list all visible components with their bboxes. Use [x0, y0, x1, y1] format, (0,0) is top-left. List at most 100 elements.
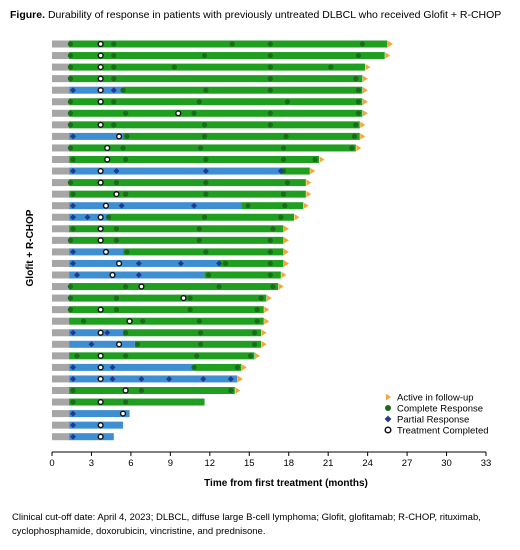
complete-response-marker — [355, 99, 362, 105]
complete-response-marker — [124, 133, 130, 139]
complete-response-marker — [113, 180, 120, 186]
partial-response-marker — [384, 415, 392, 423]
legend-item-active: Active in follow-up — [386, 393, 474, 404]
partial-response-marker — [177, 260, 184, 267]
treatment-completed-marker — [97, 98, 104, 105]
partial-response-marker — [118, 202, 125, 209]
response-bar-blue — [69, 132, 124, 140]
active-followup-marker — [362, 110, 368, 117]
partial-response-marker — [70, 214, 77, 221]
complete-response-marker — [123, 191, 129, 197]
treatment-completed-marker — [138, 283, 145, 290]
complete-response-marker — [267, 64, 273, 70]
complete-response-marker — [251, 330, 258, 336]
response-bar-blue — [69, 340, 135, 348]
response-bar-green — [108, 213, 294, 221]
x-tick-label: 0 — [49, 458, 54, 469]
complete-response-marker — [67, 76, 74, 82]
response-bar-green — [69, 398, 205, 406]
response-bar-green — [194, 363, 242, 371]
active-followup-marker — [356, 144, 362, 152]
complete-response-marker — [349, 145, 355, 151]
complete-response-marker — [280, 145, 287, 151]
response-bar-gray — [52, 225, 70, 233]
complete-response-marker — [138, 387, 145, 394]
legend-label: Treatment Completed — [397, 426, 489, 437]
active-followup-marker — [283, 237, 289, 244]
treatment-completed-marker — [115, 260, 123, 267]
complete-response-marker — [198, 145, 204, 151]
active-followup-marker — [264, 306, 270, 313]
complete-response-marker — [228, 387, 234, 394]
treatment-completed-marker — [97, 398, 104, 406]
complete-response-marker — [201, 122, 208, 128]
active-followup-marker — [241, 364, 247, 371]
legend-item-cr: Complete Response — [385, 404, 483, 415]
complete-response-marker — [198, 341, 204, 347]
figure-label: Figure. — [10, 9, 46, 21]
partial-response-marker — [70, 375, 77, 382]
response-bar-green — [69, 387, 235, 394]
treatment-completed-marker — [97, 75, 104, 82]
treatment-completed-marker — [97, 375, 104, 383]
partial-response-marker — [104, 329, 111, 336]
partial-response-marker — [200, 375, 207, 382]
complete-response-marker — [196, 99, 202, 105]
response-bar-green — [69, 225, 284, 233]
response-bar-gray — [52, 202, 70, 210]
active-followup-marker — [235, 387, 241, 394]
complete-response-marker — [123, 399, 129, 405]
response-bar-green — [123, 132, 360, 140]
response-bar-green — [69, 63, 366, 71]
complete-response-marker — [70, 156, 76, 163]
treatment-completed-marker — [175, 110, 182, 117]
response-bar-gray — [52, 190, 70, 198]
complete-response-marker — [67, 52, 74, 59]
complete-response-marker — [282, 203, 288, 209]
complete-response-marker — [267, 237, 273, 243]
complete-response-marker — [267, 249, 273, 255]
partial-response-marker — [109, 364, 116, 371]
treatment-completed-marker — [97, 63, 104, 71]
treatment-completed-marker — [109, 271, 116, 279]
x-axis-label: Time from first treatment (months) — [204, 478, 368, 489]
response-bar-blue — [69, 202, 242, 210]
complete-response-marker — [351, 133, 358, 139]
active-followup-marker — [386, 393, 391, 401]
complete-response-marker — [196, 237, 202, 243]
complete-response-marker — [267, 260, 273, 267]
response-bar-gray — [52, 98, 70, 106]
legend-tc-icon — [384, 426, 392, 434]
legend-label: Partial Response — [397, 415, 469, 426]
complete-response-marker — [203, 249, 209, 255]
complete-response-marker — [171, 64, 177, 70]
response-bar-gray — [52, 144, 70, 152]
complete-response-marker — [111, 76, 117, 82]
response-bar-green — [134, 340, 262, 348]
treatment-completed-marker — [97, 225, 104, 232]
complete-response-marker — [123, 353, 129, 359]
complete-response-marker — [70, 226, 76, 232]
bars-layer — [52, 40, 388, 441]
response-bar-gray — [52, 63, 70, 71]
complete-response-marker — [201, 52, 208, 59]
complete-response-marker — [105, 214, 112, 220]
response-bar-blue — [69, 329, 124, 337]
complete-response-marker — [113, 237, 120, 243]
complete-response-marker — [123, 283, 129, 290]
legend-item-pr: Partial Response — [384, 415, 469, 426]
partial-response-marker — [110, 87, 117, 94]
active-followup-marker — [283, 225, 289, 232]
complete-response-marker — [258, 295, 264, 301]
treatment-completed-marker — [104, 144, 111, 152]
active-followup-marker — [237, 375, 243, 383]
complete-response-marker — [267, 272, 273, 278]
complete-response-marker — [67, 180, 74, 186]
response-bar-gray — [52, 121, 70, 129]
response-bar-gray — [52, 375, 70, 383]
partial-response-marker — [202, 168, 209, 175]
response-bar-gray — [52, 259, 70, 267]
response-bar-green — [69, 179, 306, 187]
figure-title-text: Durability of response in patients with … — [47, 9, 502, 21]
